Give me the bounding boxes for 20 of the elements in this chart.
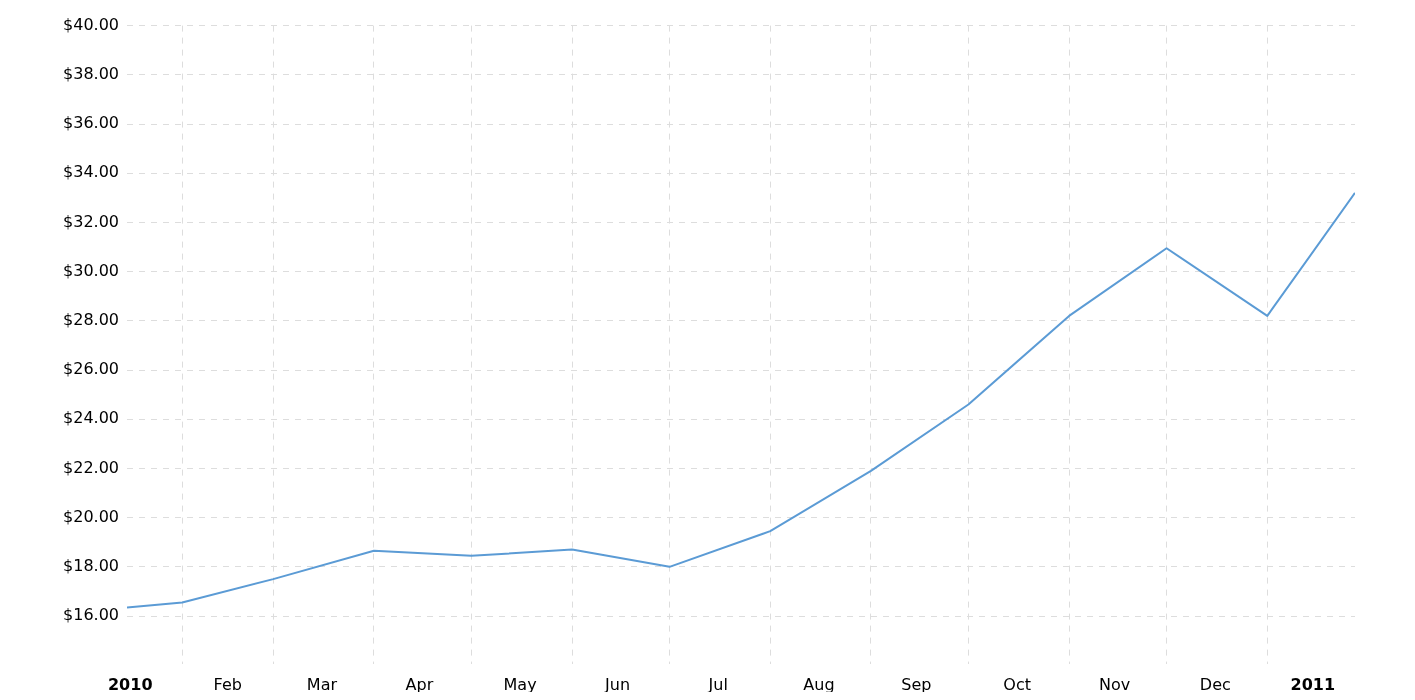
y-tick-label: $18.00 [63,555,119,575]
x-tick-label: Dec [1199,674,1231,694]
y-tick-label: $16.00 [63,605,119,625]
y-tick-label: $28.00 [63,309,119,329]
x-tick-label: 2011 [1290,674,1336,694]
x-tick-label: 2010 [107,674,153,694]
x-tick-label: Feb [213,674,242,694]
y-tick-label: $32.00 [63,211,119,231]
y-tick-label: $40.00 [63,14,119,34]
y-tick-label: $22.00 [63,457,119,477]
y-tick-label: $38.00 [63,63,119,83]
x-tick-label: Oct [1003,674,1031,694]
y-tick-label: $34.00 [63,162,119,182]
y-tick-label: $24.00 [63,408,119,428]
y-tick-label: $20.00 [63,506,119,526]
x-tick-label: Nov [1098,674,1131,694]
y-tick-label: $36.00 [63,113,119,133]
y-tick-label: $26.00 [63,359,119,379]
x-tick-label: Mar [306,674,338,694]
y-tick-label: $30.00 [63,260,119,280]
